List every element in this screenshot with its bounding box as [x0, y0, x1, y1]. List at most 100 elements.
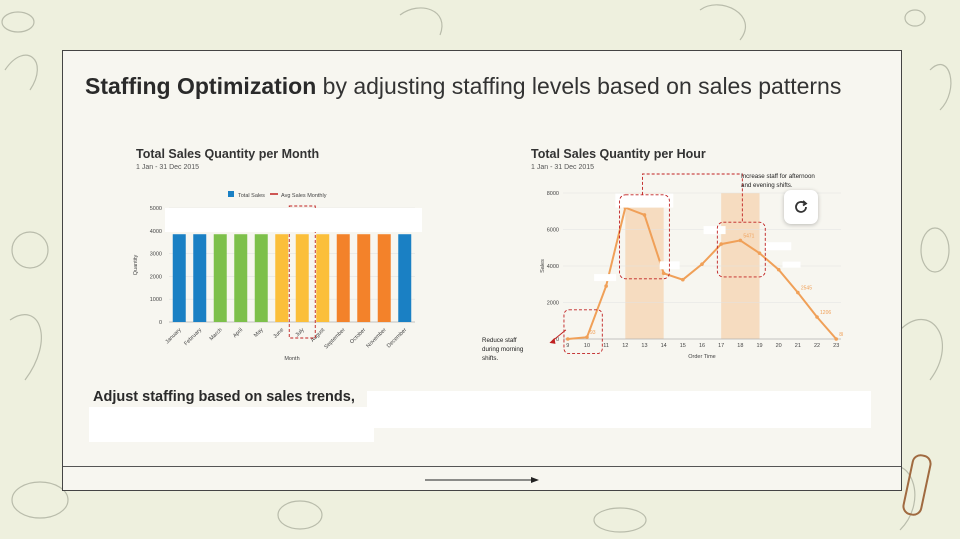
month-bar-chart: Total Sales Avg Sales Monthly 0 1000 2000 300… [133, 191, 415, 362]
x-tick-label: September [323, 327, 346, 350]
bar [275, 234, 289, 322]
bottom-summary: Adjust staffing based on sales trends, [93, 389, 355, 405]
legend-swatch-total [228, 191, 234, 197]
y-tick-label: 0 [159, 320, 162, 326]
y-tick-label: 5000 [150, 206, 162, 212]
x-tick-label: November [365, 327, 387, 349]
highlight-box-july [288, 205, 316, 339]
x-tick-label: March [209, 327, 224, 342]
hour-line-chart: 0 2000 4000 6000 8000 9 10 11 12 13 14 15 16 17 18 19 20… [482, 173, 843, 362]
y-axis-label: Sales [540, 259, 546, 273]
redaction-box [89, 407, 374, 442]
data-label-box [594, 274, 617, 282]
data-point [565, 337, 570, 341]
annotation-increase: and evening shifts. [741, 182, 793, 189]
peak-box-evening [716, 221, 766, 278]
refresh-icon [795, 200, 808, 213]
data-point [681, 277, 685, 282]
data-label: 93 [590, 330, 596, 336]
refresh-button[interactable] [784, 190, 818, 224]
data-label-box [703, 226, 726, 235]
x-axis-label: Month [284, 356, 299, 362]
x-tick-label: December [386, 327, 408, 349]
x-axis-label: Order Time [688, 354, 716, 360]
annotation-reduce: Reduce staff [482, 337, 517, 344]
bar [213, 234, 227, 322]
data-point [796, 290, 800, 295]
data-point [738, 238, 743, 243]
x-tick-label: January [165, 327, 183, 345]
hour-chart-subtitle: 1 Jan - 31 Dec 2015 [531, 164, 595, 171]
y-tick-label: 3000 [150, 252, 162, 258]
x-tick-label: April [232, 327, 244, 339]
hour-chart-title: Total Sales Quantity per Hour [531, 147, 706, 161]
data-point [834, 337, 839, 341]
x-tick-label: May [253, 327, 265, 339]
x-tick-label: 10 [584, 343, 590, 349]
data-point [604, 284, 608, 288]
x-tick-label: July [295, 327, 306, 338]
data-point [642, 213, 647, 217]
bar [234, 234, 248, 322]
title-rest: by adjusting staffing levels based on sa… [316, 73, 842, 99]
arrow-head [549, 337, 556, 344]
month-chart-subtitle: 1 Jan - 31 Dec 2015 [136, 164, 200, 171]
x-tick-label: 23 [833, 343, 839, 349]
legend-label-avg: Avg Sales Monthly [281, 193, 327, 199]
bar [172, 234, 186, 322]
x-tick-label: 15 [680, 343, 686, 349]
x-tick-label: 19 [756, 343, 762, 349]
slide-title: Staffing Optimization by adjusting staff… [85, 71, 845, 101]
bar [295, 234, 309, 322]
title-bold: Staffing Optimization [85, 73, 317, 99]
bar [377, 234, 391, 322]
x-tick-label: 20 [776, 343, 782, 349]
x-tick-label: 17 [718, 343, 724, 349]
sales-line [567, 206, 837, 340]
month-chart-title: Total Sales Quantity per Month [136, 147, 320, 161]
bar [336, 234, 350, 322]
progress-arrow [425, 477, 539, 483]
data-point [700, 262, 704, 266]
divider-line [63, 466, 901, 467]
x-tick-label: 12 [622, 343, 628, 349]
y-tick-label: 8000 [547, 191, 559, 197]
connector-dashed [642, 173, 743, 223]
y-tick-label: 6000 [547, 228, 559, 234]
data-label: 5471 [743, 233, 754, 239]
annotation-reduce: shifts. [482, 355, 498, 362]
data-label: 88 [839, 332, 843, 338]
annotation-increase: Increase staff for afternoon [741, 173, 815, 180]
y-tick-label: 4000 [150, 229, 162, 235]
x-tick-label: June [272, 327, 285, 340]
bar [193, 234, 207, 322]
data-label: 2545 [801, 286, 812, 292]
y-tick-label: 0 [556, 337, 559, 343]
data-label: 1206 [820, 310, 831, 316]
x-tick-label: 14 [661, 343, 667, 349]
x-tick-label: October [349, 327, 367, 345]
x-tick-label: 13 [641, 343, 647, 349]
x-tick-label: 22 [814, 343, 820, 349]
x-tick-label: February [183, 327, 203, 347]
bar [398, 234, 412, 322]
redaction-box [367, 391, 871, 428]
x-tick-label: 16 [699, 343, 705, 349]
x-tick-label: 21 [795, 343, 801, 349]
data-point [815, 315, 819, 319]
data-point [585, 335, 589, 339]
bar [316, 234, 330, 322]
y-tick-label: 2000 [547, 301, 559, 307]
x-tick-label: 11 [603, 343, 609, 349]
x-tick-label: August [310, 327, 327, 344]
data-point [776, 267, 781, 272]
data-point [757, 251, 762, 256]
y-axis-label: Quantity [133, 255, 139, 276]
y-tick-label: 2000 [150, 274, 162, 280]
peak-box-midday [619, 194, 670, 280]
slide-card: Staffing Optimization by adjusting staff… [62, 50, 902, 491]
y-tick-label: 1000 [150, 297, 162, 303]
bar [254, 234, 268, 322]
data-label-box [782, 261, 801, 268]
data-point [719, 242, 723, 246]
